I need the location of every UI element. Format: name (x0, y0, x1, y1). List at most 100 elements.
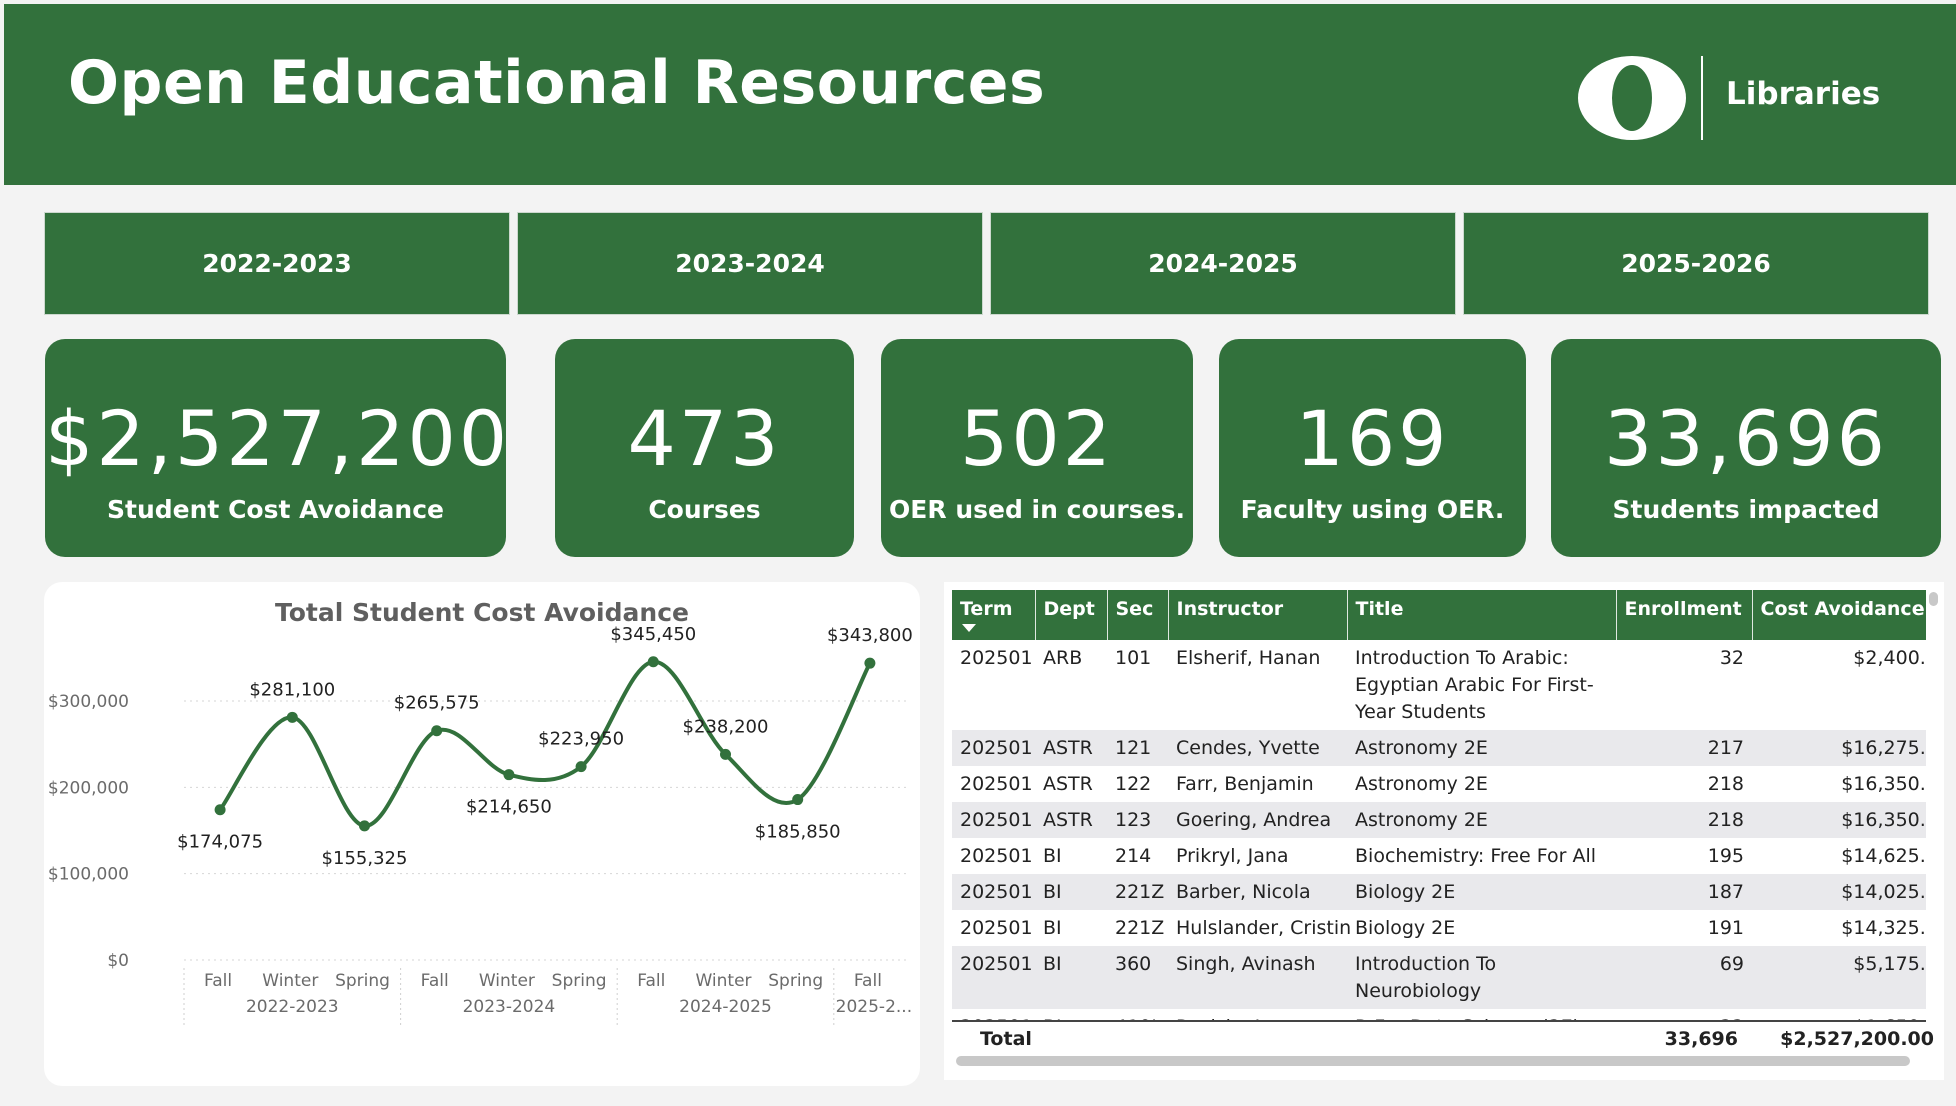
data-point (214, 804, 226, 816)
x-tick-label: Fall (421, 971, 449, 991)
year-tab-2025-2026[interactable]: 2025-2026 (1464, 213, 1928, 314)
year-tab-2022-2023[interactable]: 2022-2023 (45, 213, 509, 314)
x-group-label: 2022-2023 (246, 997, 339, 1017)
y-tick-label: $200,000 (48, 778, 129, 798)
cell-term: 202501 (960, 953, 1033, 975)
table-row[interactable]: 202501 BI 221Z Hulslander, Cristin Biology 2… (952, 910, 1926, 946)
course-table-card: Term Dept Sec Instructor Title Enrollmen… (944, 582, 1944, 1080)
logo-text: Libraries (1726, 76, 1881, 112)
y-tick-label: $300,000 (48, 692, 129, 712)
year-tab-2024-2025[interactable]: 2024-2025 (991, 213, 1455, 314)
column-header-enrollment[interactable]: Enrollment (1616, 590, 1753, 640)
data-label: $238,200 (683, 716, 769, 737)
table-row[interactable]: 202501 ASTR 121 Cendes, Yvette Astronomy 2E 2… (952, 730, 1926, 766)
table-scroll-area[interactable]: Term Dept Sec Instructor Title Enrollmen… (952, 590, 1926, 1074)
cell-term: 202501 (960, 647, 1033, 669)
column-header-instructor[interactable]: Instructor (1168, 590, 1348, 640)
column-header-title[interactable]: Title (1347, 590, 1617, 640)
cell-term: 202501 (960, 881, 1033, 903)
cell-instructor: Farr, Benjamin (1176, 773, 1314, 795)
cell-sec: 121 (1115, 737, 1152, 759)
x-tick-label: Winter (262, 971, 318, 991)
kpi-value: $2,527,200 (45, 394, 511, 483)
column-header-dept[interactable]: Dept (1035, 590, 1108, 640)
kpi-card-faculty: 169 Faculty using OER. (1219, 339, 1526, 557)
cell-instructor: Cendes, Yvette (1176, 737, 1320, 759)
cell-sec: 221Z (1115, 917, 1165, 939)
x-tick-label: Winter (479, 971, 535, 991)
kpi-label: Students impacted (1612, 495, 1880, 524)
cell-dept: BI (1043, 881, 1062, 903)
cell-cost-avoidance: $16,350.00 (1841, 809, 1926, 831)
kpi-label: Courses (648, 495, 761, 524)
data-point (359, 820, 370, 832)
kpi-card-oer-used: 502 OER used in courses. (881, 339, 1193, 557)
x-tick-label: Fall (854, 971, 882, 991)
data-label: $223,950 (538, 729, 624, 750)
y-tick-label: $0 (107, 951, 129, 971)
cell-title: Astronomy 2E (1355, 809, 1488, 831)
cell-title: Astronomy 2E (1355, 737, 1488, 759)
column-header-term[interactable]: Term (952, 590, 1036, 640)
year-tab-2023-2024[interactable]: 2023-2024 (518, 213, 982, 314)
header-banner: Open Educational Resources Libraries (4, 4, 1956, 185)
kpi-label: Student Cost Avoidance (107, 495, 444, 524)
x-group-label: 2023-2024 (463, 997, 556, 1017)
line-chart: $0 $100,000 $200,000 $300,000 Fall Winter Spri… (48, 624, 913, 1028)
table-row[interactable]: 202501 BI 360 Singh, Avinash Introduction To… (952, 946, 1926, 1009)
cell-enrollment: 69 (1719, 953, 1744, 975)
data-point (503, 769, 515, 781)
table-header-row: Term Dept Sec Instructor Title Enrollmen… (952, 590, 1926, 640)
data-label: $343,800 (827, 625, 913, 646)
series-line (218, 659, 872, 828)
data-label: $281,100 (249, 679, 335, 700)
x-tick-label: Spring (768, 971, 823, 991)
cell-enrollment: 187 (1707, 881, 1744, 903)
kpi-value: 473 (627, 394, 782, 483)
cell-title: Introduction To Arabic: Egyptian Arabic … (1355, 647, 1594, 723)
table-total-row: Total 33,696 $2,527,200.00 (952, 1020, 1934, 1058)
cell-instructor: Prikryl, Jana (1176, 845, 1289, 867)
x-tick-label: Fall (637, 971, 665, 991)
data-point (431, 725, 443, 737)
data-point (720, 748, 731, 760)
column-header-cost-avoidance[interactable]: Cost Avoidance (1752, 590, 1926, 640)
vertical-scrollbar[interactable] (1929, 592, 1938, 606)
table-row[interactable]: 202501 ASTR 123 Goering, Andrea Astronomy 2E… (952, 802, 1926, 838)
data-label: $155,325 (322, 848, 408, 869)
cell-enrollment: 191 (1707, 917, 1744, 939)
cell-sec: 360 (1115, 953, 1152, 975)
cell-cost-avoidance: $16,350.00 (1841, 773, 1926, 795)
x-tick-label: Fall (204, 971, 232, 991)
cell-sec: 221Z (1115, 881, 1165, 903)
table-row[interactable]: 202501 ARB 101 Elsherif, Hanan Introduction … (952, 640, 1926, 730)
cell-dept: ARB (1043, 647, 1083, 669)
cell-title: Biology 2E (1355, 881, 1456, 903)
column-header-sec[interactable]: Sec (1107, 590, 1169, 640)
cell-term: 202501 (960, 737, 1033, 759)
cell-instructor: Hulslander, Cristin (1176, 917, 1352, 939)
cell-sec: 101 (1115, 647, 1152, 669)
table-row[interactable]: 202501 ASTR 122 Farr, Benjamin Astronomy 2E 2… (952, 766, 1926, 802)
cell-dept: BI (1043, 917, 1062, 939)
data-label: $265,575 (394, 693, 480, 714)
page-title: Open Educational Resources (68, 48, 1046, 118)
data-label: $185,850 (755, 822, 841, 843)
data-label: $174,075 (177, 832, 263, 853)
cell-title: Introduction To Neurobiology (1355, 953, 1497, 1002)
x-group-label: 2025-2... (836, 997, 912, 1017)
cell-enrollment: 32 (1719, 647, 1744, 669)
data-label: $345,450 (610, 624, 696, 645)
table-row[interactable]: 202501 BI 214 Prikryl, Jana Biochemistry: Fr… (952, 838, 1926, 874)
data-point (575, 761, 587, 773)
cell-cost-avoidance: $16,275.00 (1841, 737, 1926, 759)
horizontal-scrollbar[interactable] (956, 1056, 1910, 1066)
cell-title: Astronomy 2E (1355, 773, 1488, 795)
cell-cost-avoidance: $2,400.00 (1853, 647, 1926, 669)
kpi-value: 33,696 (1604, 394, 1888, 483)
kpi-value: 169 (1295, 394, 1450, 483)
cell-enrollment: 217 (1707, 737, 1744, 759)
table-row[interactable]: 202501 BI 221Z Barber, Nicola Biology 2E 187 $… (952, 874, 1926, 910)
cell-enrollment: 195 (1707, 845, 1744, 867)
data-label: $214,650 (466, 797, 552, 818)
